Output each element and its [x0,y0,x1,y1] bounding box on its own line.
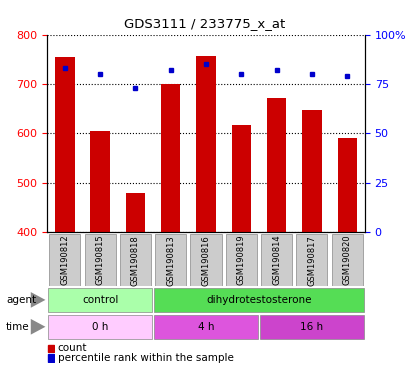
Text: time: time [6,322,30,332]
Text: dihydrotestosterone: dihydrotestosterone [206,295,311,305]
FancyBboxPatch shape [153,288,363,312]
FancyBboxPatch shape [119,234,151,286]
Bar [266,98,285,232]
Bar [196,56,215,232]
Text: 16 h: 16 h [300,322,323,332]
Text: control: control [82,295,118,305]
Bar [55,57,74,232]
FancyBboxPatch shape [331,234,362,286]
FancyBboxPatch shape [153,315,258,339]
FancyBboxPatch shape [84,234,115,286]
FancyBboxPatch shape [225,234,256,286]
Text: GSM190814: GSM190814 [272,235,281,285]
FancyBboxPatch shape [259,315,363,339]
Bar [231,125,250,232]
Text: GSM190820: GSM190820 [342,235,351,285]
FancyBboxPatch shape [48,288,152,312]
Bar [337,138,356,232]
Polygon shape [31,292,45,308]
Bar [48,345,54,353]
Text: GDS3111 / 233775_x_at: GDS3111 / 233775_x_at [124,17,285,30]
Text: percentile rank within the sample: percentile rank within the sample [58,353,233,363]
FancyBboxPatch shape [49,234,80,286]
Text: GSM190813: GSM190813 [166,235,175,286]
Text: GSM190817: GSM190817 [307,235,316,286]
Polygon shape [31,319,45,334]
Text: agent: agent [6,295,36,305]
Text: GSM190815: GSM190815 [95,235,104,285]
Bar [161,84,180,232]
Bar [48,354,54,362]
Text: GSM190816: GSM190816 [201,235,210,286]
Text: 0 h: 0 h [92,322,108,332]
Text: GSM190819: GSM190819 [236,235,245,285]
Text: GSM190818: GSM190818 [130,235,139,286]
FancyBboxPatch shape [190,234,221,286]
Text: 4 h: 4 h [197,322,214,332]
FancyBboxPatch shape [261,234,292,286]
FancyBboxPatch shape [155,234,186,286]
FancyBboxPatch shape [296,234,327,286]
Text: GSM190812: GSM190812 [60,235,69,285]
Bar [126,193,145,232]
Bar [301,110,321,232]
Bar [90,131,110,232]
FancyBboxPatch shape [48,315,152,339]
Text: count: count [58,343,87,353]
